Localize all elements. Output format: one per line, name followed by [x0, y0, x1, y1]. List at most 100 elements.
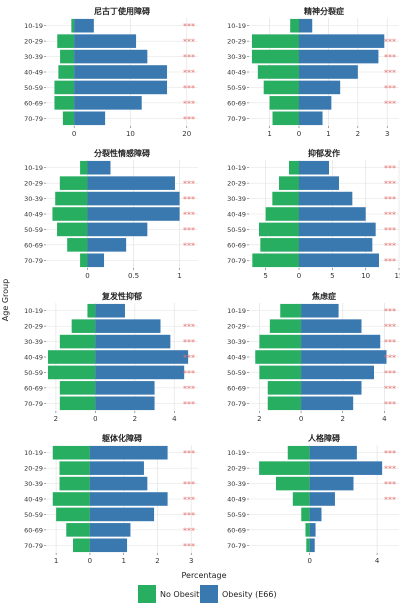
- x-tick-label: 0: [88, 557, 92, 565]
- category-label: 60-69: [227, 241, 246, 249]
- category-label: 20-29: [227, 465, 246, 473]
- significance-label: ***: [384, 496, 396, 505]
- category-label: 50-59: [227, 511, 246, 519]
- bar-no-obesity: [80, 160, 88, 175]
- significance-label: ***: [384, 241, 396, 250]
- x-tick-label: 2: [155, 557, 159, 565]
- category-label: 40-49: [24, 496, 43, 504]
- significance-label: ***: [183, 542, 195, 551]
- legend-swatch-no-obesity: [138, 585, 156, 603]
- bar-obesity: [301, 334, 381, 349]
- significance-label: ***: [384, 338, 396, 347]
- x-tick-label: 1: [121, 557, 125, 565]
- category-label: 50-59: [227, 226, 246, 234]
- x-tick-label: 4: [172, 415, 177, 423]
- bar-obesity: [299, 65, 358, 79]
- bar-obesity: [299, 96, 332, 110]
- bar-no-obesity: [267, 396, 302, 411]
- bar-obesity: [74, 96, 142, 110]
- legend-swatch-obesity: [200, 585, 218, 603]
- significance-label: ***: [183, 211, 195, 220]
- significance-label: ***: [183, 369, 195, 378]
- significance-label: ***: [384, 211, 396, 220]
- bar-obesity: [309, 492, 335, 506]
- bar-obesity: [87, 160, 111, 175]
- bar-obesity: [301, 365, 374, 380]
- bar-no-obesity: [71, 18, 75, 33]
- x-tick-label: 2: [356, 130, 360, 138]
- legend-label-no-obesity: No Obesity: [160, 590, 204, 599]
- category-label: 50-59: [227, 369, 246, 377]
- significance-label: ***: [384, 53, 396, 62]
- x-tick-label: 3: [385, 130, 389, 138]
- category-label: 40-49: [227, 496, 246, 504]
- x-tick-label: 0: [72, 130, 76, 138]
- chart-panel-7: 躯体化障碍 10-19 *** 20-29 30-39 *** 40-49 *** 50-59 *…: [24, 433, 198, 565]
- category-label: 20-29: [227, 38, 246, 46]
- chart-panel-2: 精神分裂症 10-19 20-29 *** 30-39 *** 40-49 *** 50-59 *…: [227, 6, 399, 138]
- significance-label: ***: [183, 195, 195, 204]
- bar-no-obesity: [267, 381, 302, 395]
- bar-obesity: [95, 396, 155, 411]
- bar-obesity: [309, 538, 315, 553]
- bar-obesity: [299, 222, 376, 237]
- x-tick-label: 1: [267, 130, 271, 138]
- significance-label: ***: [384, 99, 396, 108]
- category-label: 40-49: [227, 69, 246, 77]
- bar-obesity: [95, 381, 155, 395]
- bar-no-obesity: [62, 111, 75, 126]
- bar-obesity: [74, 65, 168, 79]
- bar-obesity: [299, 34, 385, 48]
- category-label: 40-49: [24, 211, 43, 219]
- category-label: 60-69: [227, 99, 246, 107]
- significance-label: ***: [384, 69, 396, 78]
- x-tick-label: 10: [126, 130, 135, 138]
- significance-label: ***: [384, 384, 396, 393]
- category-label: 70-79: [227, 400, 246, 408]
- bar-no-obesity: [87, 303, 96, 318]
- bar-obesity: [87, 222, 148, 237]
- bar-obesity: [89, 538, 128, 553]
- x-tick-label: 0: [307, 557, 311, 565]
- chart-panel-3: 分裂性情感障碍 10-19 20-29 *** 30-39 *** 40-49 *** 50-5…: [24, 148, 198, 280]
- bar-no-obesity: [54, 80, 75, 95]
- significance-label: ***: [384, 226, 396, 235]
- bar-no-obesity: [59, 396, 96, 411]
- bar-obesity: [89, 492, 168, 506]
- significance-label: ***: [183, 180, 195, 189]
- category-label: 60-69: [24, 384, 43, 392]
- x-axis-label: Percentage: [181, 571, 226, 580]
- chart-title: 复发性抑郁: [101, 291, 142, 301]
- panel-grid: 尼古丁使用障碍 10-19 *** 20-29 *** 30-39 *** 40-49 *** 5…: [24, 6, 400, 565]
- bar-obesity: [309, 445, 357, 460]
- bar-no-obesity: [292, 492, 310, 506]
- significance-label: ***: [183, 511, 195, 520]
- chart-title: 尼古丁使用障碍: [94, 6, 150, 16]
- chart-title: 躯体化障碍: [101, 433, 142, 443]
- bar-obesity: [299, 18, 313, 33]
- bar-obesity: [74, 49, 148, 64]
- category-label: 60-69: [227, 526, 246, 534]
- bar-no-obesity: [269, 319, 302, 333]
- significance-label: ***: [384, 323, 396, 332]
- bar-obesity: [89, 461, 144, 475]
- bar-no-obesity: [259, 461, 310, 475]
- bar-no-obesity: [59, 334, 96, 349]
- bar-no-obesity: [306, 538, 310, 553]
- bar-obesity: [74, 111, 106, 126]
- category-label: 30-39: [227, 195, 246, 203]
- bar-no-obesity: [279, 176, 299, 190]
- significance-label: ***: [183, 323, 195, 332]
- x-tick-label: 2: [341, 415, 345, 423]
- chart-panel-4: 抑郁发作 10-19 *** 20-29 *** 30-39 *** 40-49 *** 50-5…: [227, 148, 400, 280]
- bar-obesity: [309, 461, 383, 475]
- significance-label: ***: [384, 307, 396, 316]
- x-tick-label: 1: [177, 272, 181, 280]
- bar-obesity: [95, 319, 161, 333]
- bar-no-obesity: [47, 350, 96, 364]
- significance-label: ***: [183, 338, 195, 347]
- bar-no-obesity: [260, 238, 299, 252]
- bar-no-obesity: [66, 523, 90, 537]
- bar-obesity: [89, 507, 155, 522]
